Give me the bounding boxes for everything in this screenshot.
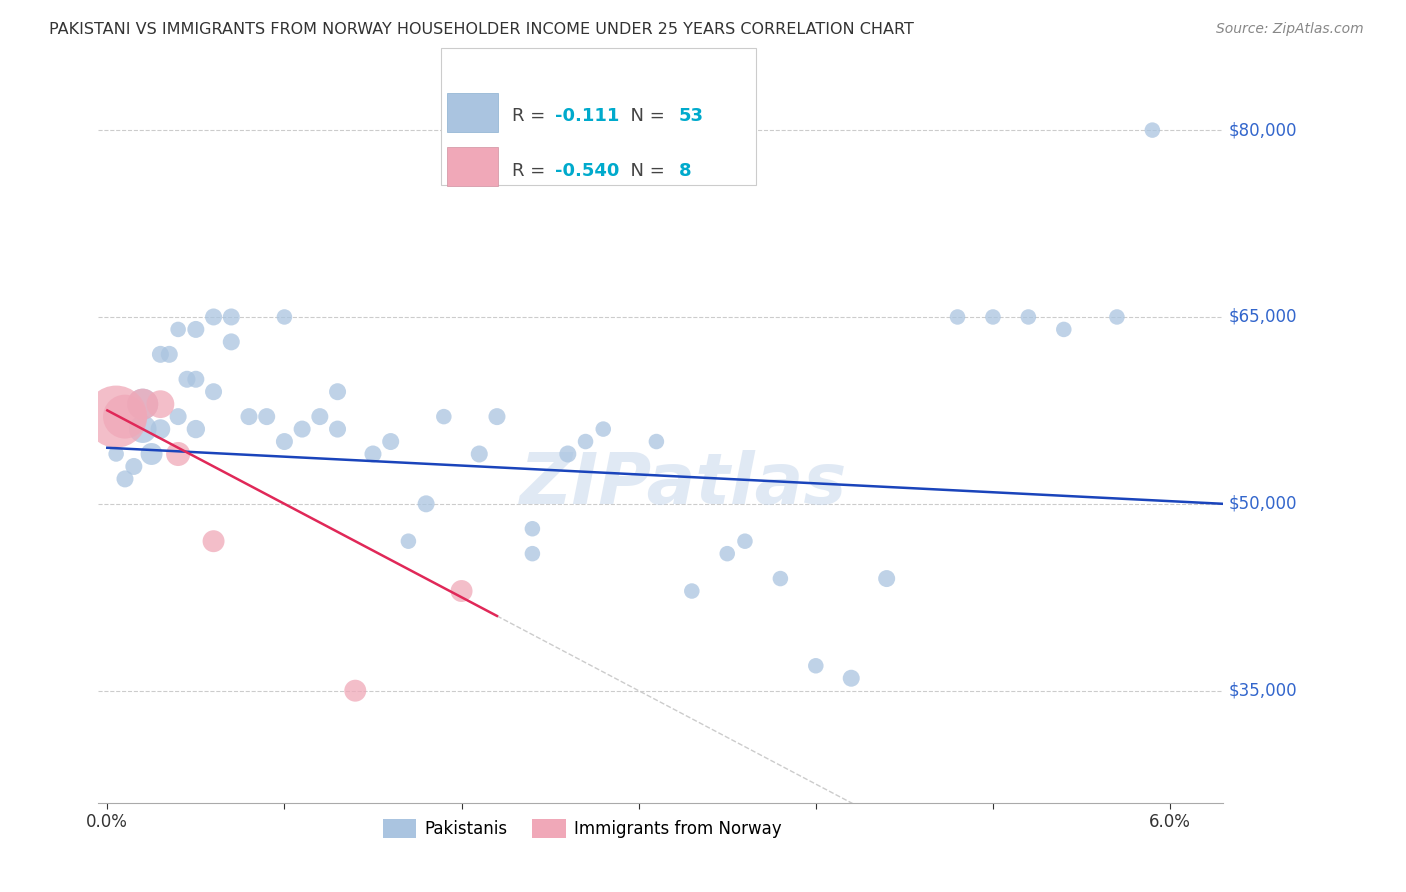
Point [167, 322, 190, 336]
Text: $80,000: $80,000 [1229, 121, 1298, 139]
Point [396, 534, 419, 549]
Point [574, 434, 596, 449]
Point [804, 658, 827, 673]
Point [1142, 123, 1164, 137]
Point [273, 434, 295, 449]
Point [326, 422, 349, 436]
Point [433, 409, 456, 424]
Text: ZIPatlas: ZIPatlas [520, 450, 846, 519]
Point [122, 459, 145, 474]
FancyBboxPatch shape [447, 93, 498, 132]
Point [256, 409, 278, 424]
Text: N =: N = [619, 161, 671, 179]
Point [291, 422, 314, 436]
Text: $50,000: $50,000 [1229, 495, 1298, 513]
Point [149, 422, 172, 436]
Point [238, 409, 260, 424]
Point [202, 534, 225, 549]
Legend: Pakistanis, Immigrants from Norway: Pakistanis, Immigrants from Norway [375, 813, 789, 845]
Point [149, 397, 172, 411]
Point [769, 572, 792, 586]
Point [592, 422, 614, 436]
Point [219, 334, 242, 349]
Point [105, 447, 128, 461]
Point [1017, 310, 1039, 324]
Point [468, 447, 491, 461]
Point [326, 384, 349, 399]
Point [167, 447, 190, 461]
Point [522, 522, 544, 536]
FancyBboxPatch shape [441, 48, 756, 185]
Point [380, 434, 402, 449]
Point [681, 584, 703, 599]
Point [184, 422, 207, 436]
Point [450, 584, 472, 599]
Point [202, 384, 225, 399]
Text: $35,000: $35,000 [1229, 681, 1298, 699]
Point [131, 397, 153, 411]
Point [176, 372, 198, 386]
Text: R =: R = [512, 107, 551, 126]
Point [167, 409, 190, 424]
Point [1053, 322, 1076, 336]
Point [981, 310, 1004, 324]
Point [308, 409, 330, 424]
FancyBboxPatch shape [447, 147, 498, 186]
Point [415, 497, 437, 511]
Point [485, 409, 508, 424]
Point [219, 310, 242, 324]
Text: 53: 53 [679, 107, 704, 126]
Point [716, 547, 738, 561]
Text: -0.111: -0.111 [555, 107, 620, 126]
Point [522, 547, 544, 561]
Text: N =: N = [619, 107, 671, 126]
Point [1105, 310, 1128, 324]
Text: $65,000: $65,000 [1229, 308, 1298, 326]
Point [202, 310, 225, 324]
Text: -0.540: -0.540 [555, 161, 620, 179]
Point [114, 472, 136, 486]
Point [344, 683, 367, 698]
Point [114, 409, 136, 424]
Point [184, 322, 207, 336]
Text: R =: R = [512, 161, 551, 179]
Point [157, 347, 180, 361]
Point [273, 310, 295, 324]
Point [557, 447, 579, 461]
Point [131, 422, 153, 436]
Point [645, 434, 668, 449]
Point [361, 447, 384, 461]
Point [876, 572, 898, 586]
Point [184, 372, 207, 386]
Point [946, 310, 969, 324]
Point [105, 409, 128, 424]
Point [734, 534, 756, 549]
Point [149, 347, 172, 361]
Text: Source: ZipAtlas.com: Source: ZipAtlas.com [1216, 22, 1364, 37]
Point [141, 447, 163, 461]
Text: 8: 8 [679, 161, 692, 179]
Text: PAKISTANI VS IMMIGRANTS FROM NORWAY HOUSEHOLDER INCOME UNDER 25 YEARS CORRELATIO: PAKISTANI VS IMMIGRANTS FROM NORWAY HOUS… [49, 22, 914, 37]
Point [131, 397, 153, 411]
Point [839, 671, 862, 685]
